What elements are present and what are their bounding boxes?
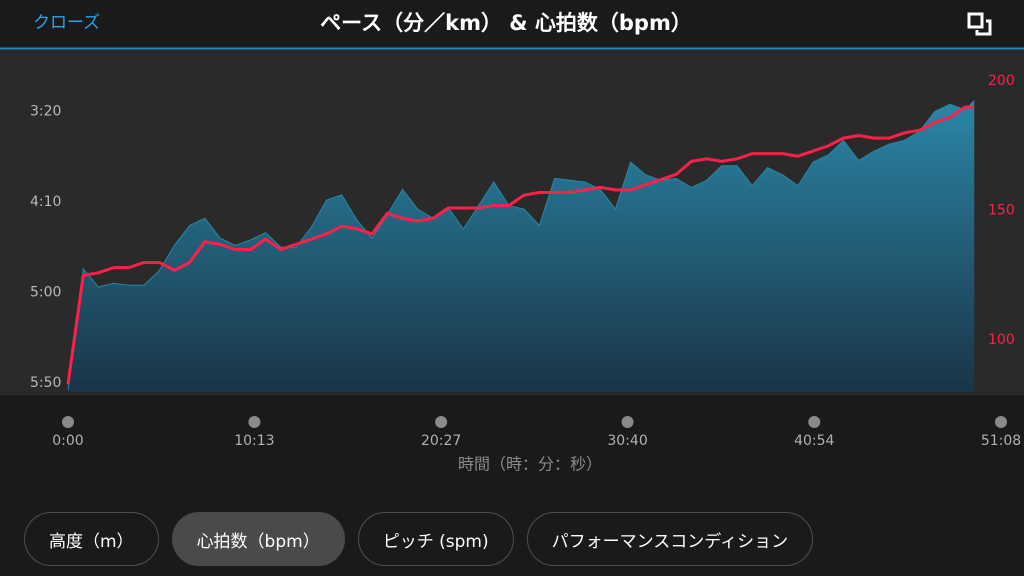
y-tick-label: 4:10 xyxy=(30,194,61,210)
x-axis-title: 時間（時：分：秒） xyxy=(458,455,602,474)
top-bar xyxy=(0,0,1024,48)
y-tick-label: 3:20 xyxy=(30,104,61,120)
x-tick-dot xyxy=(248,416,261,428)
tab-button[interactable]: ピッチ (spm) xyxy=(357,512,514,566)
tab-button[interactable]: パフォーマンスコンディション xyxy=(526,512,814,566)
x-tick-label: 20:27 xyxy=(421,433,461,449)
chart: クローズ ペース（分／km） & 心拍数（bpm） 3:20 4:10 5:00 5:… xyxy=(0,0,1024,474)
x-tick-label: 0:00 xyxy=(52,433,83,449)
y-tick-label: 5:00 xyxy=(30,284,61,300)
x-tick-label: 40:54 xyxy=(794,433,834,449)
heart-rate-line xyxy=(66,105,975,385)
x-tick-label: 10:13 xyxy=(234,433,274,449)
tab-button[interactable]: 心拍数（bpm） xyxy=(171,512,345,566)
x-tick-dot xyxy=(435,416,448,428)
pace-area-fill xyxy=(68,100,975,393)
y2-tick-label: 150 xyxy=(988,203,1015,219)
y-tick-label: 5:50 xyxy=(30,375,61,391)
close-button[interactable]: クローズ xyxy=(33,13,100,33)
x-tick-label: 51:08 xyxy=(981,433,1021,449)
x-tick-dot xyxy=(808,416,821,428)
pace-area-edge xyxy=(67,100,975,391)
tab-bar: 高度（m） 心拍数（bpm） ピッチ (spm) パフォーマンスコンディション xyxy=(24,512,814,566)
tab-button[interactable]: 高度（m） xyxy=(24,512,159,566)
x-tick-dot xyxy=(62,416,74,428)
x-tick-dot xyxy=(995,416,1007,428)
y2-tick-label: 200 xyxy=(988,73,1015,89)
x-tick-dot xyxy=(621,416,634,428)
expand-icon[interactable] xyxy=(967,12,992,36)
y2-tick-label: 100 xyxy=(988,332,1015,348)
page-title: ペース（分／km） & 心拍数（bpm） xyxy=(320,11,692,35)
x-tick-label: 30:40 xyxy=(607,433,647,449)
